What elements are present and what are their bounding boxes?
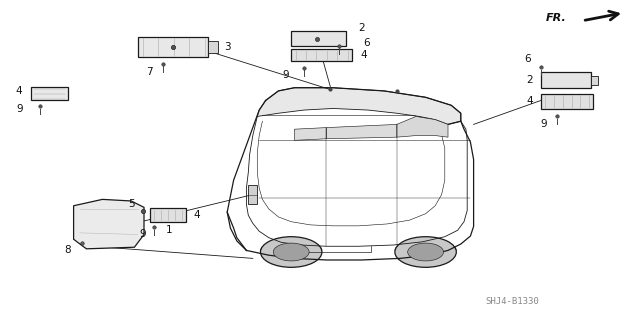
Circle shape [408,243,444,261]
Text: 6: 6 [525,54,531,64]
Text: 7: 7 [146,67,152,77]
Text: 4: 4 [16,86,22,96]
Polygon shape [74,199,144,249]
Polygon shape [248,185,257,204]
Text: 8: 8 [64,245,70,256]
Text: 2: 2 [358,23,365,33]
Text: 4: 4 [194,210,200,220]
Polygon shape [326,124,397,139]
Text: 6: 6 [364,38,370,48]
Bar [138,37,208,57]
Circle shape [273,243,309,261]
Bar [541,94,593,109]
Polygon shape [591,76,598,85]
Text: SHJ4-B1330: SHJ4-B1330 [485,297,539,306]
Polygon shape [208,41,218,53]
Text: 5: 5 [128,199,134,210]
Text: 9: 9 [16,104,22,115]
Text: 4: 4 [360,50,367,60]
Text: 3: 3 [224,42,230,52]
Polygon shape [397,116,448,137]
Text: FR.: FR. [546,12,566,23]
Text: 4: 4 [526,96,532,106]
Circle shape [260,237,322,267]
Bar [291,49,352,61]
Circle shape [395,237,456,267]
Bar [291,31,346,46]
Text: 9: 9 [140,229,146,239]
Bar [541,72,591,88]
Text: 9: 9 [283,70,289,80]
Bar [31,87,68,100]
Polygon shape [257,88,461,124]
Bar [150,208,186,222]
Text: 9: 9 [541,119,547,130]
Polygon shape [294,128,326,140]
Text: 1: 1 [166,225,173,235]
Text: 2: 2 [526,75,532,85]
